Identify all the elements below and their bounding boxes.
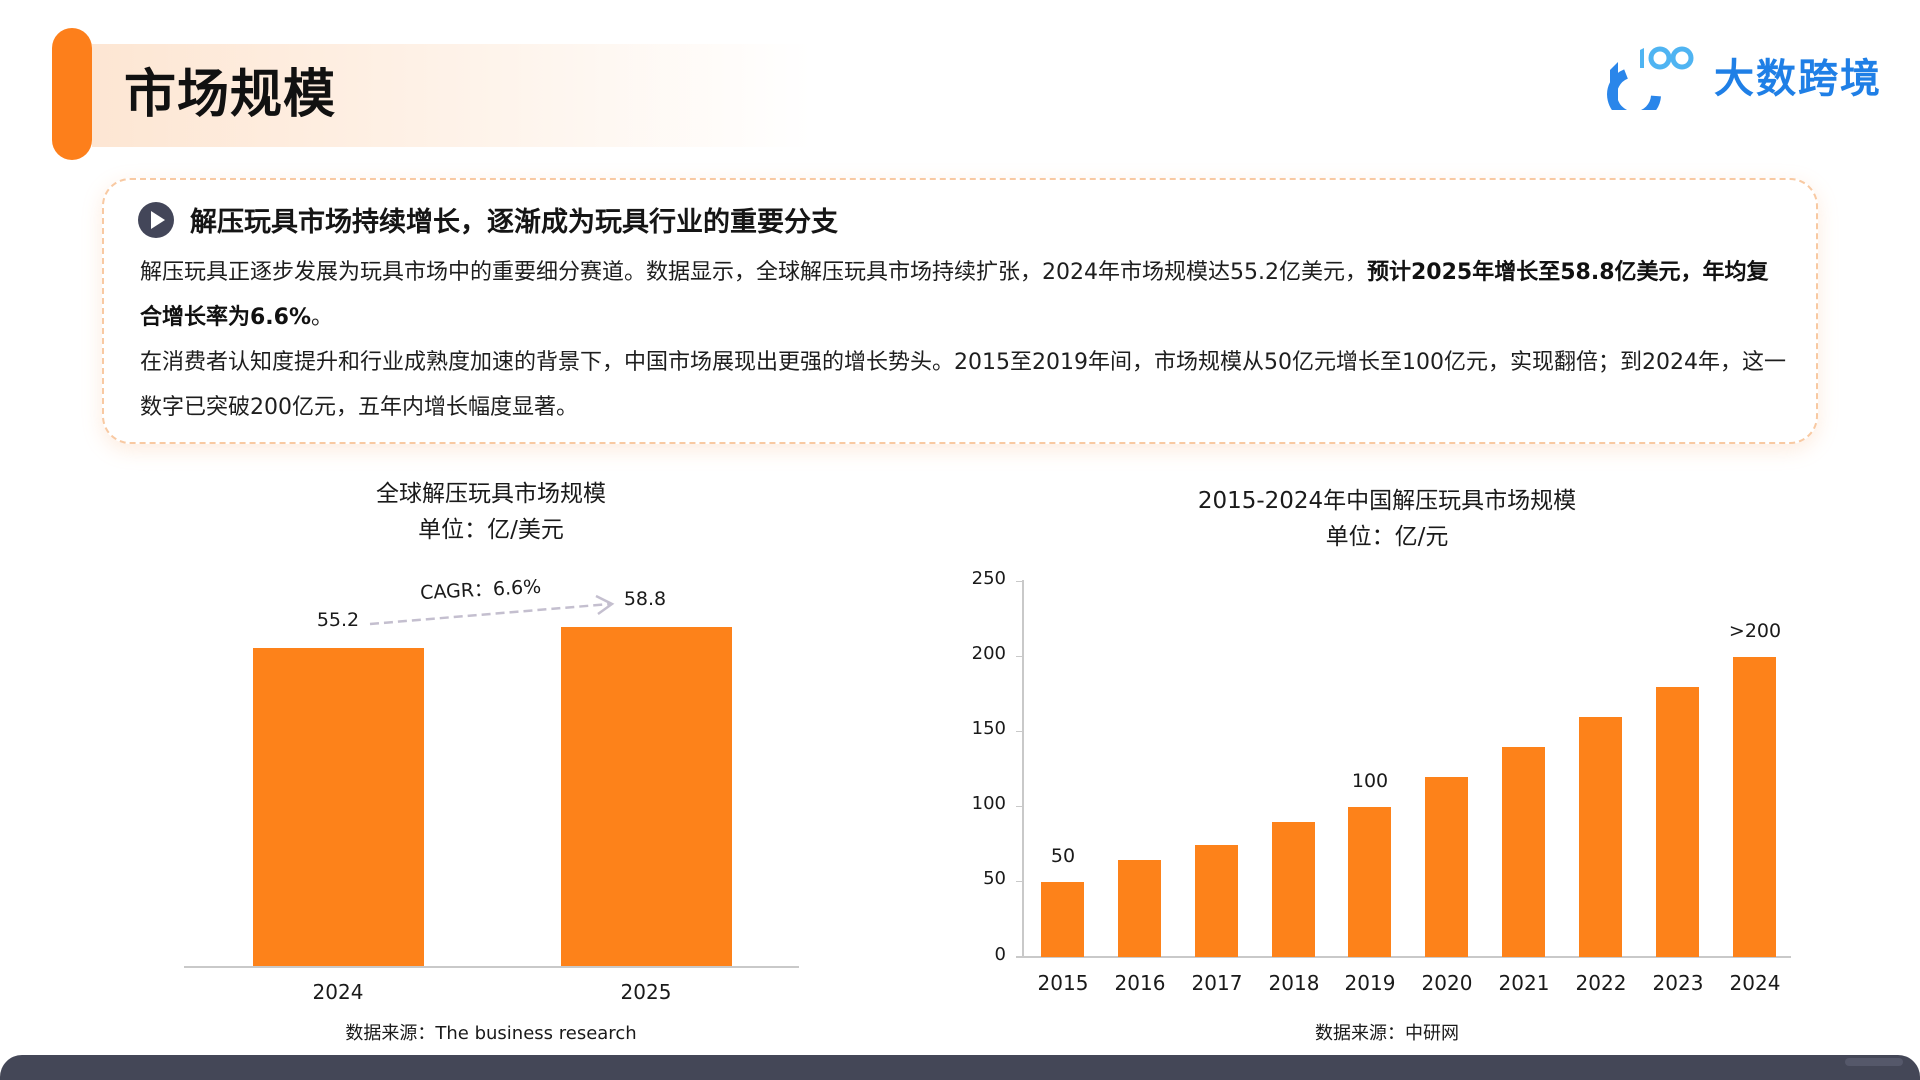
global-chart-unit: 单位：亿/美元 bbox=[418, 517, 564, 543]
x-label-2023: 2023 bbox=[1652, 971, 1704, 995]
title-band bbox=[92, 44, 812, 147]
x-label-2024: 2024 bbox=[312, 980, 364, 1004]
x-label-2022: 2022 bbox=[1575, 971, 1627, 995]
bar-2016 bbox=[1118, 860, 1161, 957]
china-chart-title: 2015-2024年中国解压玩具市场规模 单位：亿/元 bbox=[1137, 483, 1637, 555]
bar-value-2024-china: >200 bbox=[1728, 620, 1782, 642]
x-label-2018: 2018 bbox=[1268, 971, 1320, 995]
bar-2024-china bbox=[1733, 657, 1776, 957]
play-icon bbox=[138, 201, 174, 238]
bar-value-2019: 100 bbox=[1351, 770, 1389, 792]
global-chart-x-axis bbox=[184, 966, 799, 968]
china-chart-source: 数据来源：中研网 bbox=[1315, 1023, 1459, 1044]
summary-paragraph-1: 解压玩具正逐步发展为玩具市场中的重要细分赛道。数据显示，全球解压玩具市场持续扩张… bbox=[140, 250, 1790, 340]
x-label-2015: 2015 bbox=[1037, 971, 1089, 995]
china-chart-y-axis bbox=[1022, 580, 1024, 958]
x-label-2020: 2020 bbox=[1421, 971, 1473, 995]
y-label-250: 250 bbox=[971, 568, 1006, 589]
summary-body: 解压玩具正逐步发展为玩具市场中的重要细分赛道。数据显示，全球解压玩具市场持续扩张… bbox=[140, 250, 1790, 430]
y-tick bbox=[1016, 881, 1023, 882]
summary-heading: 解压玩具市场持续增长，逐渐成为玩具行业的重要分支 bbox=[190, 207, 838, 238]
summary-heading-row: 解压玩具市场持续增长，逐渐成为玩具行业的重要分支 bbox=[138, 200, 838, 239]
y-tick bbox=[1016, 656, 1023, 657]
y-label-200: 200 bbox=[971, 643, 1006, 664]
global-chart-title: 全球解压玩具市场规模 单位：亿/美元 bbox=[291, 476, 691, 548]
y-tick bbox=[1016, 806, 1023, 807]
bottom-bar bbox=[0, 1055, 1920, 1080]
bar-2021 bbox=[1502, 747, 1545, 957]
paragraph-1-highlight: 预计2025年增长至58.8亿美元，年均复合增长率为6.6% bbox=[140, 260, 1769, 330]
bar-2019 bbox=[1348, 807, 1391, 957]
y-label-100: 100 bbox=[971, 793, 1006, 814]
global-chart-title-text: 全球解压玩具市场规模 bbox=[376, 481, 606, 507]
bar-2020 bbox=[1425, 777, 1468, 957]
y-label-50: 50 bbox=[983, 868, 1006, 889]
paragraph-1-end: 。 bbox=[311, 305, 334, 330]
logo-text: 大数跨境 bbox=[1714, 56, 1882, 102]
x-label-2016: 2016 bbox=[1114, 971, 1166, 995]
bar-value-2024: 55.2 bbox=[316, 609, 360, 631]
y-tick bbox=[1016, 731, 1023, 732]
cagr-arrow-icon bbox=[369, 594, 615, 626]
china-chart-title-text: 2015-2024年中国解压玩具市场规模 bbox=[1197, 488, 1577, 514]
x-label-2025: 2025 bbox=[620, 980, 672, 1004]
y-tick bbox=[1016, 581, 1023, 582]
bar-2018 bbox=[1272, 822, 1315, 957]
bar-2025 bbox=[561, 627, 732, 966]
bar-2022 bbox=[1579, 717, 1622, 957]
page-title: 市场规模 bbox=[124, 65, 337, 125]
paragraph-1-text: 解压玩具正逐步发展为玩具市场中的重要细分赛道。数据显示，全球解压玩具市场持续扩张… bbox=[140, 260, 1367, 285]
china-chart-unit: 单位：亿/元 bbox=[1325, 524, 1449, 550]
bar-value-2015: 50 bbox=[1050, 845, 1076, 867]
bar-2024 bbox=[253, 648, 424, 966]
x-label-2017: 2017 bbox=[1191, 971, 1243, 995]
bar-value-2025: 58.8 bbox=[623, 588, 667, 610]
x-label-2024-china: 2024 bbox=[1729, 971, 1781, 995]
summary-paragraph-2: 在消费者认知度提升和行业成熟度加速的背景下，中国市场展现出更强的增长势头。201… bbox=[140, 350, 1786, 420]
drag-handle[interactable] bbox=[1845, 1058, 1903, 1066]
brand-logo: 大数跨境 bbox=[1604, 40, 1882, 110]
summary-box: 解压玩具市场持续增长，逐渐成为玩具行业的重要分支 解压玩具正逐步发展为玩具市场中… bbox=[102, 178, 1818, 444]
title-accent-pill bbox=[52, 28, 92, 160]
bar-2017 bbox=[1195, 845, 1238, 957]
global-chart-source: 数据来源：The business research bbox=[345, 1023, 637, 1044]
x-label-2021: 2021 bbox=[1498, 971, 1550, 995]
x-label-2019: 2019 bbox=[1344, 971, 1396, 995]
china-chart-x-axis bbox=[1016, 956, 1791, 958]
y-label-150: 150 bbox=[971, 718, 1006, 739]
bar-2023 bbox=[1656, 687, 1699, 957]
y-label-0: 0 bbox=[994, 944, 1006, 965]
100-logo-icon bbox=[1607, 46, 1694, 110]
bar-2015 bbox=[1041, 882, 1084, 957]
